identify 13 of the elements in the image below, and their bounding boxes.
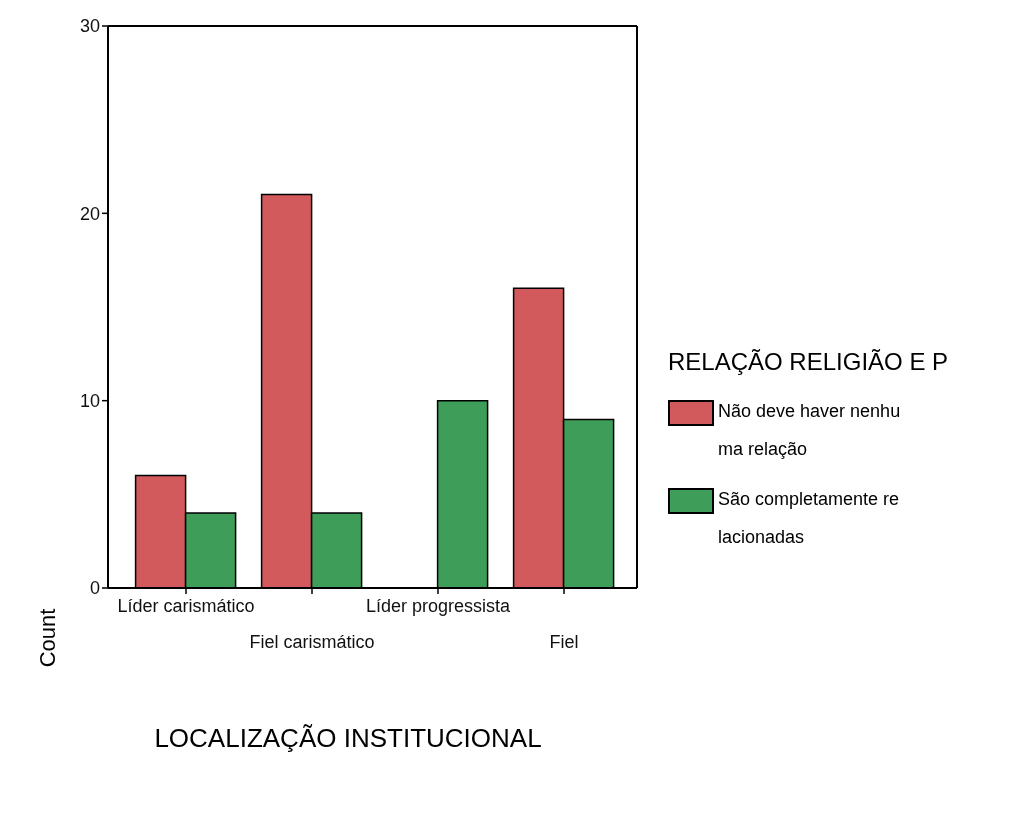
- x-tick-label: Fiel: [549, 632, 579, 652]
- y-axis-title: Count: [35, 608, 61, 668]
- legend-label: São completamente relacionadas: [718, 488, 900, 549]
- x-tick-label: Fiel carismático: [249, 632, 375, 652]
- x-axis-title: LOCALIZAÇÃO INSTITUCIONAL: [153, 723, 543, 754]
- legend-label: Não deve haver nenhuma relação: [718, 400, 901, 461]
- y-tick-label: 10: [79, 391, 100, 412]
- x-tick-label: Líder progressista: [365, 596, 512, 616]
- y-tick-label: 0: [89, 578, 100, 599]
- x-tick-label: Líder carismático: [117, 596, 255, 616]
- legend-title: RELAÇÃO RELIGIÃO E P: [668, 348, 950, 376]
- y-tick-label: 30: [79, 16, 100, 37]
- y-tick-label: 20: [79, 203, 100, 224]
